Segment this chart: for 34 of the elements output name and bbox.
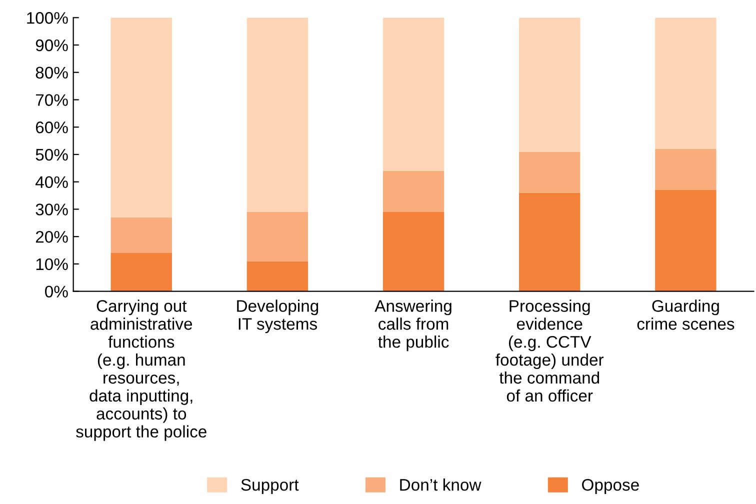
bar bbox=[382, 212, 444, 292]
bar bbox=[518, 192, 580, 292]
bar bbox=[655, 149, 716, 190]
bar bbox=[382, 18, 444, 171]
bar bbox=[246, 18, 308, 212]
y-tick-label: 0% bbox=[45, 286, 68, 298]
legend-label: Oppose bbox=[582, 478, 639, 494]
bar bbox=[518, 18, 580, 152]
y-tick-label: 40% bbox=[35, 176, 68, 188]
bar bbox=[110, 18, 172, 218]
y-tick-label: 60% bbox=[36, 122, 68, 134]
y-tick-label: 10% bbox=[36, 258, 68, 270]
y-tick-label: 20% bbox=[36, 230, 68, 243]
y-tick-label: 50% bbox=[36, 148, 68, 161]
legend-label: Support bbox=[241, 478, 299, 494]
y-tick-label: 30% bbox=[36, 204, 68, 216]
bar bbox=[110, 217, 172, 253]
x-tick-label: Answering calls from the public bbox=[374, 300, 452, 352]
bar bbox=[655, 18, 716, 150]
bar bbox=[655, 190, 716, 292]
bar bbox=[110, 253, 172, 292]
x-tick-label: Guarding crime scenes bbox=[637, 300, 734, 330]
bar bbox=[246, 261, 308, 292]
y-tick-label: 90% bbox=[36, 39, 68, 52]
y-tick-label: 100% bbox=[27, 12, 68, 24]
x-tick-label: Processing evidence (e.g. CCTV footage) under the command of an officer bbox=[496, 300, 604, 402]
x-tick-label: Developing IT systems bbox=[237, 300, 318, 334]
legend-label: Don’t know bbox=[400, 478, 482, 491]
x-tick-label: Carrying out administrative functions (e.g. human resources, data inputting, accounts) to support the police bbox=[76, 300, 206, 441]
bar bbox=[382, 170, 444, 212]
y-tick-label: 80% bbox=[36, 66, 68, 79]
bar bbox=[246, 212, 308, 262]
bar bbox=[518, 152, 580, 193]
y-tick-label: 70% bbox=[36, 94, 68, 106]
